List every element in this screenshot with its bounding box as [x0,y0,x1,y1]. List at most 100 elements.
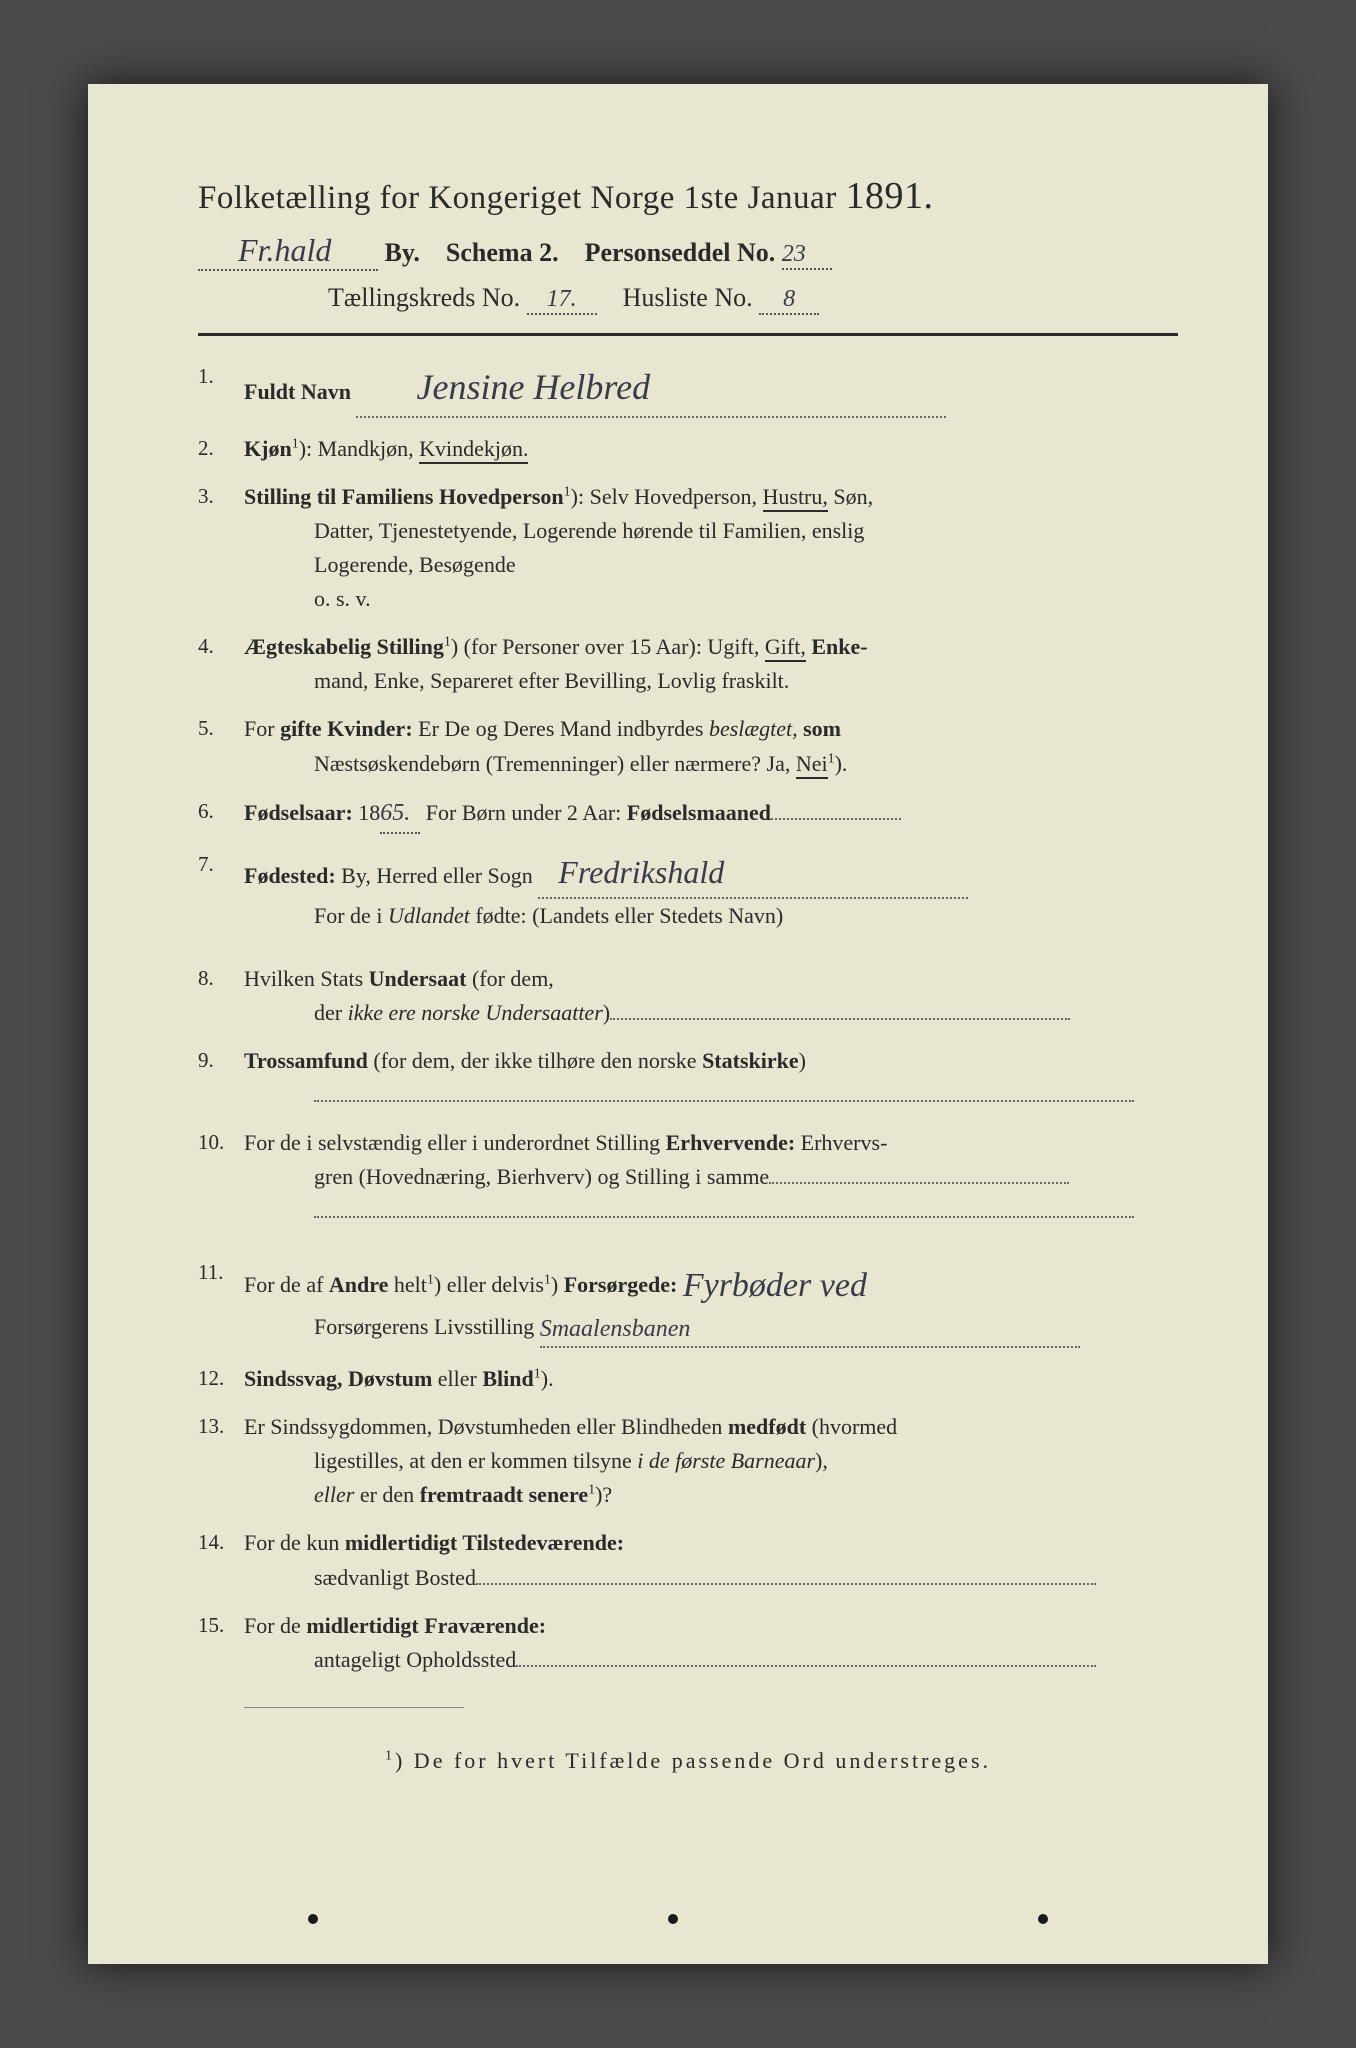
city-label: By. [385,238,420,267]
item-1-field: Jensine Helbred [356,360,946,418]
item-4-boldtail: Enke- [806,634,868,659]
item-13-italic: i de første Barneaar [637,1448,815,1473]
item-5-sup: 1 [828,751,835,766]
item-6-monthfield [771,818,901,820]
husliste-label: Husliste No. [623,283,753,312]
item-8-num: 8. [198,962,244,1030]
item-11-text4: ) [551,1272,564,1297]
item-7-value: Fredrikshald [538,848,724,898]
footnote-divider [244,1707,464,1708]
binding-mark-center [668,1914,678,1924]
item-12-sup: 1 [534,1367,541,1382]
item-3-line4: o. s. v. [244,582,1178,616]
item-10-body: For de i selvstændig eller i underordnet… [244,1126,1178,1228]
item-7: 7. Fødested: By, Herred eller Sogn Fredr… [198,848,1178,934]
item-6-yearfield: 65. [380,795,420,834]
item-13-body: Er Sindssygdommen, Døvstumheden eller Bl… [244,1410,1178,1512]
item-13-line2: ligestilles, at den er kommen tilsyne i … [244,1444,1178,1478]
item-10: 10. For de i selvstændig eller i underor… [198,1126,1178,1228]
item-4-label: Ægteskabelig Stilling [244,634,444,659]
item-3-label: Stilling til Familiens Hovedperson [244,484,564,509]
item-1-value: Jensine Helbred [356,360,650,416]
item-2-num: 2. [198,432,244,466]
item-15-line2: antageligt Opholdssted [314,1647,516,1672]
item-12-body: Sindssvag, Døvstum eller Blind1). [244,1362,1178,1396]
item-10-bold1: Erhvervende: [666,1130,796,1155]
schema-label: Schema 2. [446,238,559,267]
item-6-yearprefix: 18 [353,800,381,825]
item-3: 3. Stilling til Familiens Hovedperson1):… [198,480,1178,616]
item-8-body: Hvilken Stats Undersaat (for dem, der ik… [244,962,1178,1030]
item-6-bold2: Fødselsmaaned [627,800,771,825]
item-11-line2wrap: Forsørgerens Livsstilling Smaalensbanen [244,1309,1178,1348]
item-7-text: By, Herred eller Sogn [336,863,533,888]
item-6-yearvalue: 65. [380,795,410,832]
item-14-line2: sædvanligt Bosted [314,1565,476,1590]
item-5-bold2: som [798,716,841,741]
item-7-line2a: For de i [314,903,388,928]
title-prefix: Folketælling for Kongeriget Norge 1ste J… [198,180,837,216]
personseddel-no: 23 [782,241,806,268]
item-11-value1: Fyrbøder ved [683,1260,867,1313]
item-8-line2: der ikke ere norske Undersaatter) [244,996,1178,1030]
item-11-text1: For de af [244,1272,329,1297]
title-year: 1891. [845,175,933,217]
husliste-no: 8 [783,286,795,313]
item-14-text1: For de kun [244,1530,345,1555]
item-9: 9. Trossamfund (for dem, der ikke tilhør… [198,1044,1178,1112]
item-15-body: For de midlertidigt Fraværende: antageli… [244,1609,1178,1677]
item-11-text2: helt [388,1272,427,1297]
item-7-body: Fødested: By, Herred eller Sogn Fredriks… [244,848,1178,934]
item-15-text1: For de [244,1613,306,1638]
item-10-line2: gren (Hovednæring, Bierhverv) og Stillin… [244,1160,1178,1194]
item-1: 1. Fuldt Navn Jensine Helbred [198,360,1178,418]
item-5: 5. For gifte Kvinder: Er De og Deres Man… [198,712,1178,780]
item-1-num: 1. [198,360,244,418]
item-11: 11. For de af Andre helt1) eller delvis1… [198,1256,1178,1348]
item-5-line2a: Næstsøskendebørn (Tremenninger) eller næ… [314,751,796,776]
item-9-body: Trossamfund (for dem, der ikke tilhøre d… [244,1044,1178,1112]
item-13-line3b: er den [354,1482,419,1507]
header-kreds-line: Tællingskreds No. 17. Husliste No. 8 [198,283,1178,315]
item-4-body: Ægteskabelig Stilling1) (for Personer ov… [244,630,1178,698]
item-10-field1 [769,1182,1069,1184]
item-8-line2b: ) [603,1000,610,1025]
item-8-text2: (for dem, [466,966,553,991]
item-7-num: 7. [198,848,244,934]
item-14-body: For de kun midlertidigt Tilstedeværende:… [244,1526,1178,1594]
item-3-sup: 1 [564,485,571,500]
item-10-text2: Erhvervs- [795,1130,887,1155]
footnote: 1) De for hvert Tilfælde passende Ord un… [198,1748,1178,1774]
item-5-prefix: For [244,716,280,741]
item-6-label: Fødselsaar: [244,800,353,825]
item-9-num: 9. [198,1044,244,1112]
item-11-num: 11. [198,1256,244,1348]
item-9-tail: ) [799,1048,806,1073]
item-13-bold1: medfødt [728,1414,806,1439]
item-11-bold2: Forsørgede: [564,1272,678,1297]
item-8-bold: Undersaat [369,966,467,991]
item-15-field [516,1665,1096,1667]
item-5-bold1: gifte Kvinder: [280,716,413,741]
item-3-line3: Logerende, Besøgende [244,548,1178,582]
spacer-7-8 [198,948,1178,962]
item-13-bold2: fremtraadt senere [420,1482,588,1507]
item-2-sup: 1 [292,436,299,451]
item-3-line2: Datter, Tjenestetyende, Logerende hørend… [244,514,1178,548]
binding-mark-left [308,1914,318,1924]
item-13-num: 13. [198,1410,244,1512]
item-4-tail1: ) (for Personer over 15 Aar): Ugift, [451,634,765,659]
city-handwritten: Fr.hald [198,232,331,269]
item-11-body: For de af Andre helt1) eller delvis1) Fo… [244,1256,1178,1348]
footnote-text: ) De for hvert Tilfælde passende Ord und… [395,1748,991,1773]
item-10-line3 [244,1194,1178,1228]
item-13-tail: )? [595,1482,612,1507]
item-7-italic: Udlandet [388,903,470,928]
item-3-body: Stilling til Familiens Hovedperson1): Se… [244,480,1178,616]
item-5-text1: Er De og Deres Mand indbyrdes [413,716,709,741]
item-7-field: Fredrikshald [538,848,968,900]
taellingskreds-field: 17. [527,283,597,315]
item-2-label: Kjøn [244,436,292,461]
item-14-bold: midlertidigt Tilstedeværende: [345,1530,624,1555]
item-11-sup1: 1 [427,1273,434,1288]
